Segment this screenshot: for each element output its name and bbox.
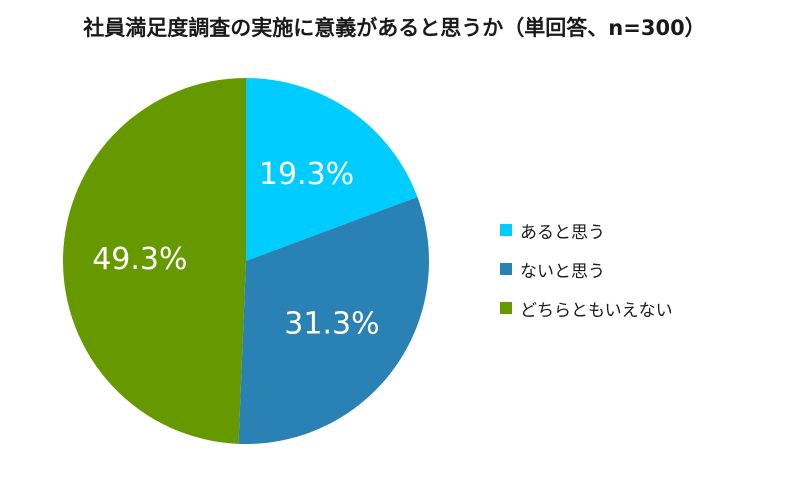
legend-swatch-nai — [500, 263, 512, 275]
slice-label-dochira: 49.3% — [92, 242, 187, 277]
slice-label-nai: 31.3% — [284, 306, 379, 341]
slice-aru — [246, 78, 418, 261]
legend-item-aru: あると思う — [500, 220, 673, 243]
legend-item-nai: ないと思う — [500, 259, 673, 282]
legend-item-dochira: どちらともいえない — [500, 298, 673, 321]
slice-dochira — [62, 78, 247, 444]
chart-title: 社員満足度調査の実施に意義があると思うか（単回答、n=300） — [83, 16, 706, 40]
legend-label-nai: ないと思う — [520, 261, 605, 282]
slice-nai — [238, 197, 430, 445]
legend-label-dochira: どちらともいえない — [520, 300, 673, 321]
slice-label-aru: 19.3% — [259, 157, 354, 192]
legend-swatch-dochira — [500, 302, 512, 314]
legend-swatch-aru — [500, 224, 512, 236]
legend-label-aru: あると思う — [520, 222, 605, 243]
legend: あると思う ないと思う どちらともいえない — [500, 220, 673, 337]
